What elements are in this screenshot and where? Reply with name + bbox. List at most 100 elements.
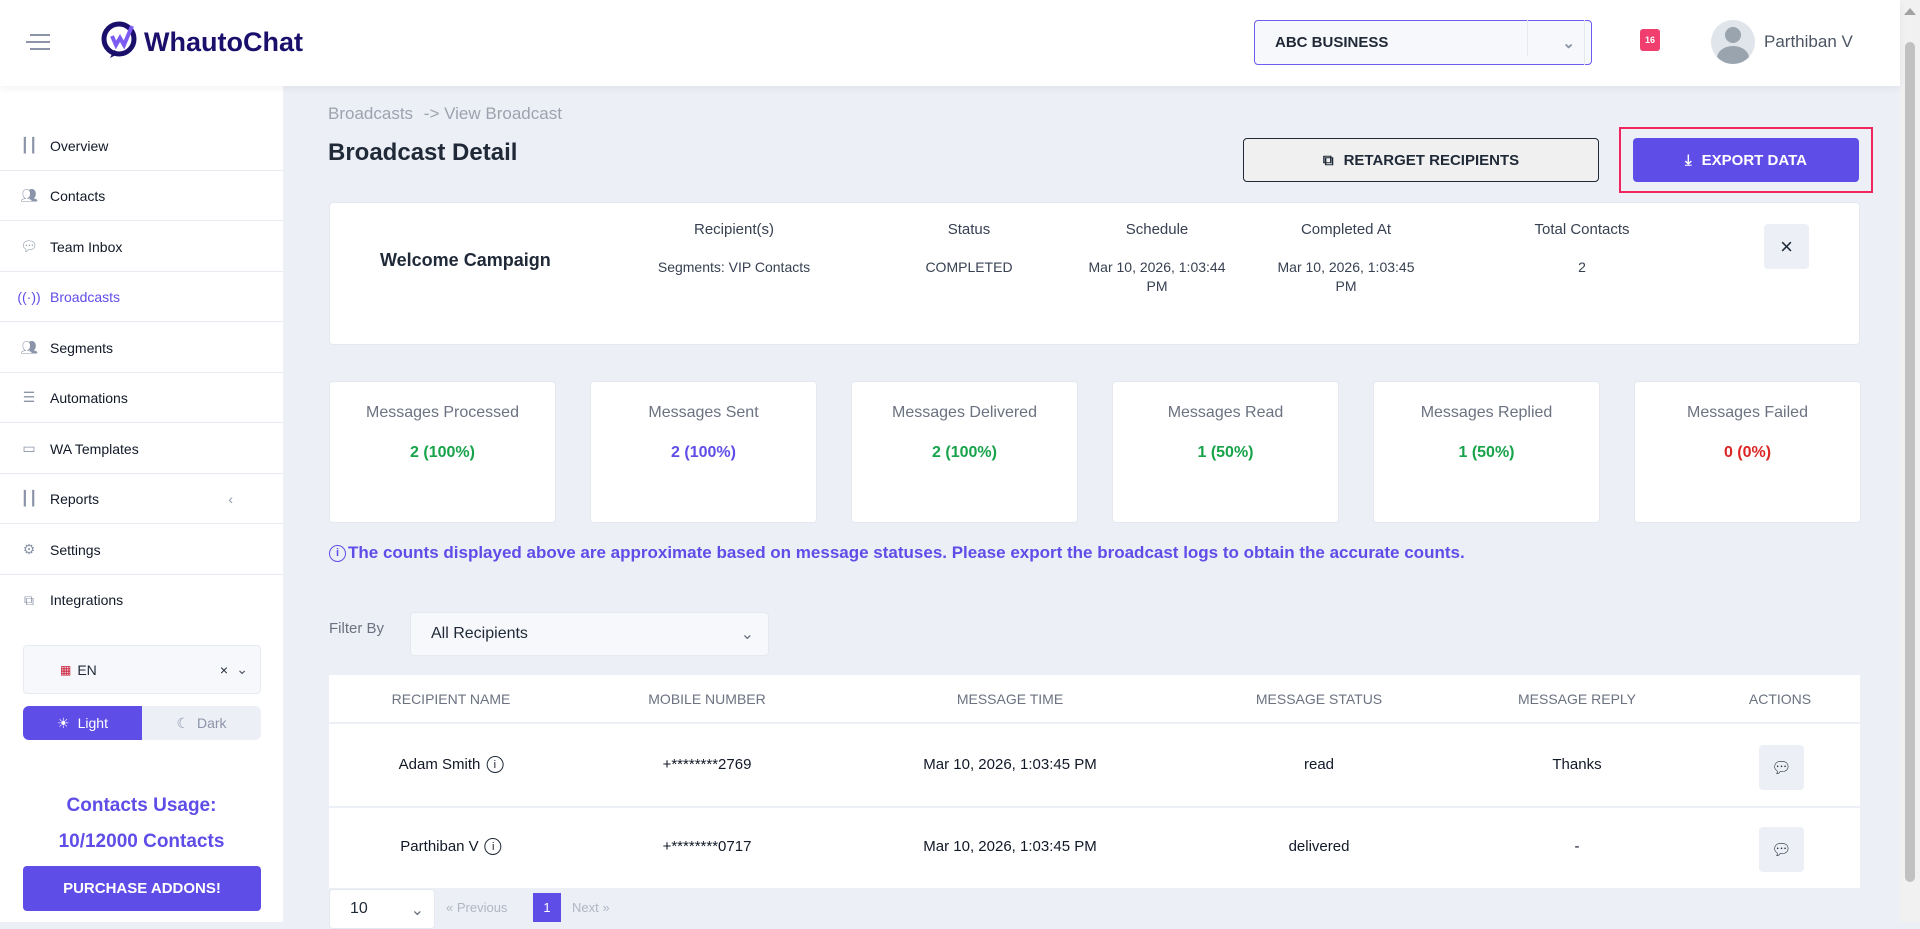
- filter-value: All Recipients: [431, 625, 528, 642]
- stat-label: Messages Read: [1167, 404, 1284, 421]
- scrollbar[interactable]: [1900, 0, 1920, 922]
- stat-label: Messages Processed: [366, 404, 519, 421]
- avatar[interactable]: [1711, 20, 1755, 64]
- stat-card-replied: Messages Replied 1 (50%): [1373, 381, 1600, 523]
- divider: [1527, 20, 1528, 56]
- recipients-table: RECIPIENT NAME MOBILE NUMBER MESSAGE TIM…: [329, 675, 1860, 888]
- contacts-usage-value: 10/12000 Contacts: [58, 831, 225, 852]
- note-text: The counts displayed above are approxima…: [348, 543, 1465, 562]
- stat-label: Messages Replied: [1420, 404, 1553, 421]
- scroll-up-icon[interactable]: [1904, 8, 1916, 15]
- sidebar-item-automations[interactable]: ☰ Automations: [0, 373, 283, 423]
- sidebar-item-reports[interactable]: ┃┃ Reports ‹: [0, 474, 283, 524]
- next-label: Next: [572, 900, 599, 915]
- sidebar-item-label: Broadcasts: [50, 288, 121, 305]
- sidebar-item-integrations[interactable]: ⧉ Integrations: [0, 575, 283, 625]
- recipient-name: Adam Smith: [398, 756, 481, 773]
- column-header: ACTIONS: [1748, 691, 1812, 707]
- top-header: WhautoChat ABC BUSINESS ⌄ 16 Parthiban V: [0, 0, 1900, 86]
- recipients-value: Segments: VIP Contacts: [657, 259, 811, 275]
- page-size-value: 10: [350, 900, 368, 917]
- menu-icon[interactable]: [26, 34, 50, 52]
- time-cell: Mar 10, 2026, 1:03:45 PM: [923, 838, 1097, 855]
- breadcrumb-current: View Broadcast: [444, 104, 562, 123]
- view-chat-button[interactable]: 💬︎: [1759, 827, 1804, 872]
- sun-icon: ☀: [57, 714, 70, 731]
- table-row: Parthiban V i +********0717 Mar 10, 2026,…: [329, 808, 1860, 888]
- sidebar-item-label: Overview: [50, 137, 109, 154]
- breadcrumb-parent[interactable]: Broadcasts: [328, 104, 414, 123]
- contacts-usage-title: Contacts Usage:: [66, 795, 217, 816]
- page-1-button[interactable]: 1: [533, 893, 561, 922]
- purchase-addons-button[interactable]: PURCHASE ADDONS!: [23, 866, 261, 911]
- export-data-button[interactable]: ⤓ EXPORT DATA: [1633, 138, 1859, 182]
- mobile-cell: +********0717: [662, 838, 752, 855]
- sidebar-item-contacts[interactable]: 👥︎ Contacts: [0, 171, 283, 221]
- schedule-label: Schedule: [1125, 221, 1189, 238]
- sidebar-item-team-inbox[interactable]: 💬︎ Team Inbox: [0, 222, 283, 272]
- users-icon: 👥︎: [20, 339, 38, 355]
- status-label: Status: [947, 221, 991, 238]
- column-header: MESSAGE STATUS: [1255, 691, 1383, 707]
- sidebar-item-overview[interactable]: ┃┃ Overview: [0, 121, 283, 171]
- column-header: RECIPIENT NAME: [391, 691, 511, 707]
- notification-badge[interactable]: 16: [1640, 29, 1660, 51]
- business-select[interactable]: ABC BUSINESS ⌄: [1254, 20, 1592, 65]
- info-icon[interactable]: i: [486, 756, 504, 773]
- sidebar-item-label: Integrations: [50, 592, 124, 608]
- page-size-select[interactable]: 10 ⌄: [329, 889, 435, 929]
- sidebar-item-label: Automations: [50, 389, 128, 406]
- language-select[interactable]: ▦ EN × ⌄: [23, 645, 261, 694]
- chevron-left-icon: ‹: [228, 490, 233, 507]
- status-cell: read: [1303, 756, 1335, 773]
- total-contacts-label: Total Contacts: [1534, 221, 1630, 238]
- previous-button[interactable]: « Previous: [446, 900, 508, 915]
- next-button[interactable]: Next »: [572, 900, 610, 915]
- info-icon[interactable]: i: [484, 838, 502, 855]
- users-icon: 👥︎: [20, 187, 38, 203]
- mobile-cell: +********2769: [662, 756, 752, 773]
- sidebar-item-broadcasts[interactable]: ((·)) Broadcasts: [0, 272, 283, 322]
- column-header: MESSAGE TIME: [956, 691, 1064, 707]
- clear-icon[interactable]: ×: [219, 661, 228, 678]
- moon-icon: ☾: [176, 714, 189, 731]
- stat-card-delivered: Messages Delivered 2 (100%): [851, 381, 1078, 523]
- chat-icon: 💬︎: [20, 238, 38, 254]
- recipient-name-cell: Parthiban V i: [400, 838, 502, 855]
- gear-icon: ⚙: [22, 541, 36, 557]
- message-icon: ▭: [22, 440, 36, 456]
- column-header: MOBILE NUMBER: [648, 691, 766, 707]
- logo-icon: [100, 20, 140, 64]
- view-chat-button[interactable]: 💬︎: [1759, 745, 1804, 790]
- reply-cell: Thanks: [1552, 756, 1602, 773]
- breadcrumb-separator: ->: [423, 104, 440, 123]
- filter-select[interactable]: All Recipients ⌄: [410, 612, 769, 656]
- recipient-name: Parthiban V: [400, 838, 479, 855]
- approximate-counts-note: i The counts displayed above are approxi…: [329, 543, 1465, 563]
- theme-light-button[interactable]: ☀ Light: [23, 706, 142, 740]
- sidebar-item-segments[interactable]: 👥︎ Segments: [0, 323, 283, 373]
- sidebar-item-label: Segments: [50, 339, 114, 356]
- status-value: COMPLETED: [925, 259, 1013, 275]
- sidebar-item-settings[interactable]: ⚙ Settings: [0, 525, 283, 575]
- close-button[interactable]: ×: [1764, 224, 1809, 269]
- scrollbar-thumb[interactable]: [1905, 42, 1915, 882]
- retarget-recipients-button[interactable]: ⧉ RETARGET RECIPIENTS: [1243, 138, 1599, 182]
- user-name[interactable]: Parthiban V: [1764, 32, 1853, 51]
- status-cell: delivered: [1288, 838, 1350, 855]
- theme-dark-button[interactable]: ☾ Dark: [142, 706, 261, 740]
- total-contacts-value: 2: [1578, 259, 1586, 275]
- download-icon: ⤓: [1685, 151, 1692, 169]
- language-value: EN: [77, 661, 97, 678]
- chevron-down-icon: ⌄: [236, 661, 248, 677]
- sidebar-item-wa-templates[interactable]: ▭ WA Templates: [0, 424, 283, 474]
- stat-value: 1 (50%): [1197, 444, 1254, 461]
- chevron-down-icon: ⌄: [410, 902, 424, 919]
- sidebar-item-label: Team Inbox: [50, 238, 123, 255]
- previous-label: Previous: [456, 900, 508, 915]
- stat-value: 1 (50%): [1458, 444, 1515, 461]
- bar-chart-icon: ┃┃: [20, 490, 38, 506]
- campaign-name: Welcome Campaign: [380, 250, 551, 270]
- recipient-name-cell: Adam Smith i: [399, 756, 504, 773]
- stat-card-sent: Messages Sent 2 (100%): [590, 381, 817, 523]
